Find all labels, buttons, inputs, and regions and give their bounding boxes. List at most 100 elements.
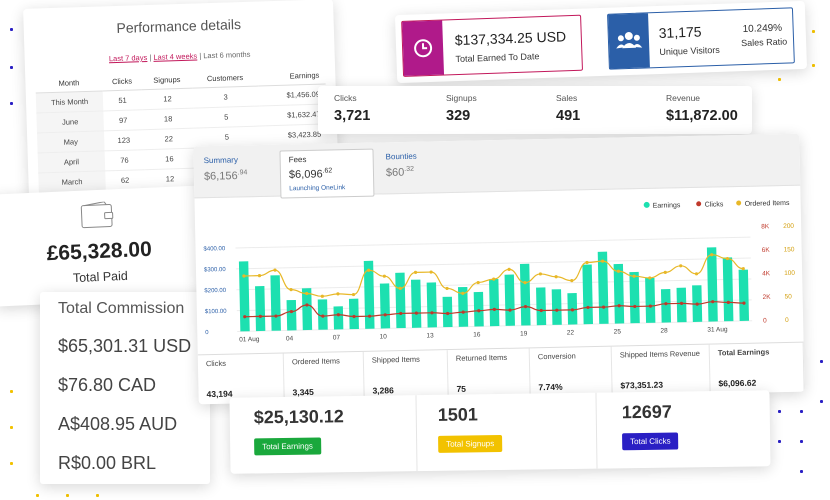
earnings-bar bbox=[706, 247, 718, 322]
total-earned-card: $137,334.25 USD Total Earned To Date 31,… bbox=[394, 0, 808, 84]
clicks-point bbox=[305, 303, 309, 307]
ordered-items-point bbox=[305, 291, 309, 296]
decorative-dot bbox=[820, 400, 823, 403]
ordered-items-point bbox=[507, 267, 511, 271]
ordered-items-point bbox=[741, 267, 745, 271]
tab-summary[interactable]: Summary $6,156.94 bbox=[203, 155, 248, 182]
earnings-bar bbox=[613, 263, 625, 324]
x-tick-label: 13 bbox=[426, 332, 434, 339]
clicks-point bbox=[726, 300, 730, 305]
decorative-dot bbox=[96, 494, 99, 497]
launching-onelink-link[interactable]: Launching OneLink bbox=[289, 183, 346, 193]
clicks-point bbox=[539, 308, 543, 313]
earnings-bar bbox=[489, 279, 500, 327]
table-cell: 51 bbox=[102, 89, 143, 111]
stat-label: Revenue bbox=[666, 93, 701, 103]
ordered-items-point bbox=[320, 294, 324, 298]
link-separator: | bbox=[149, 52, 152, 62]
earnings-bar bbox=[504, 274, 515, 326]
y-right-tick-label: 50 bbox=[785, 293, 793, 300]
clock-icon-box bbox=[402, 20, 445, 76]
clicks-point bbox=[555, 308, 559, 312]
earnings-bar bbox=[536, 287, 547, 326]
table-cell: This Month bbox=[35, 90, 104, 114]
gridline bbox=[235, 236, 751, 249]
clicks-point bbox=[258, 314, 262, 318]
link-separator: | bbox=[199, 51, 202, 61]
earnings-bar bbox=[597, 251, 609, 324]
commission-cad: $76.80 CAD bbox=[58, 375, 157, 395]
earnings-bar bbox=[645, 277, 656, 323]
stat-signups: Signups 329 bbox=[446, 93, 477, 124]
clicks-point bbox=[477, 309, 481, 313]
clicks-point bbox=[648, 304, 652, 308]
decorative-dot bbox=[800, 470, 803, 473]
ordered-items-point bbox=[554, 275, 558, 279]
clicks-point bbox=[446, 311, 450, 316]
metric-value: $6,096.62 bbox=[718, 377, 757, 389]
stat-value: $11,872.00 bbox=[666, 108, 738, 124]
tab-bounties[interactable]: Bounties $60.32 bbox=[386, 152, 418, 179]
table-cell: $1,632.47 bbox=[258, 103, 327, 127]
decorative-dot bbox=[812, 30, 815, 33]
x-tick-label: 31 Aug bbox=[707, 326, 728, 333]
earnings-bar bbox=[333, 306, 344, 330]
link-last-6-months[interactable]: Last 6 months bbox=[203, 49, 251, 61]
tab-summary-label: Summary bbox=[203, 155, 238, 166]
column-header: Earnings bbox=[257, 66, 326, 87]
fees-cents: .62 bbox=[322, 167, 333, 175]
x-tick-label: 25 bbox=[614, 328, 622, 335]
clicks-point bbox=[274, 314, 278, 318]
clicks-point bbox=[664, 302, 668, 306]
stat-value: 3,721 bbox=[334, 108, 371, 124]
stat-revenue: Revenue $11,872.00 bbox=[666, 93, 738, 124]
performance-title: Performance details bbox=[116, 16, 242, 36]
clicks-point bbox=[508, 308, 512, 312]
period-links: Last 7 days | Last 4 weeks | Last 6 mont… bbox=[25, 47, 335, 66]
legend-label: Clicks bbox=[705, 201, 724, 208]
clicks-point bbox=[633, 304, 637, 309]
legend-marker bbox=[643, 201, 650, 208]
clicks-point bbox=[399, 311, 403, 316]
earnings-bar bbox=[660, 288, 672, 323]
clicks-point bbox=[243, 315, 247, 319]
link-last-7-days[interactable]: Last 7 days bbox=[108, 53, 148, 64]
link-last-4-weeks[interactable]: Last 4 weeks bbox=[153, 51, 198, 62]
earnings-bar bbox=[348, 298, 359, 330]
total-signups-badge: Total Signups bbox=[438, 434, 503, 453]
earnings-chart-card: Summary $6,156.94 Bounties $60.32 Fees $… bbox=[193, 133, 805, 405]
metric-cell: Shipped Items Revenue $73,351.23 bbox=[611, 344, 711, 397]
clicks-point bbox=[336, 313, 340, 317]
wallet-icon bbox=[80, 201, 114, 229]
metric-label: Clicks bbox=[205, 358, 227, 369]
earnings-bar bbox=[426, 282, 437, 328]
y-tick-label: $300.00 bbox=[204, 267, 226, 273]
decorative-dot bbox=[812, 64, 815, 67]
metric-value: 75 bbox=[456, 383, 467, 394]
earnings-bar bbox=[395, 272, 406, 329]
ordered-items-point bbox=[336, 292, 340, 296]
commission-aud: A$408.95 AUD bbox=[58, 414, 178, 434]
total-earnings-value: $25,130.12 bbox=[253, 406, 344, 428]
ordered-items-point bbox=[257, 274, 262, 278]
ordered-items-point bbox=[538, 272, 543, 276]
ordered-items-point bbox=[413, 270, 418, 274]
ordered-items-point bbox=[725, 256, 730, 261]
total-signups-block: 1501 Total Signups bbox=[438, 404, 503, 453]
fees-whole: $6,096 bbox=[288, 168, 323, 182]
tab-summary-cents: .94 bbox=[237, 169, 248, 177]
stat-label: Sales bbox=[556, 93, 578, 103]
tab-bounties-cents: .32 bbox=[404, 165, 415, 173]
clicks-point bbox=[414, 311, 418, 315]
ordered-items-point bbox=[445, 286, 449, 291]
earnings-bar bbox=[286, 299, 297, 331]
commission-brl: R$0.00 BRL bbox=[58, 453, 157, 473]
metric-label: Shipped Items bbox=[371, 354, 420, 365]
total-clicks-badge: Total Clicks bbox=[622, 432, 679, 451]
ordered-items-point bbox=[492, 277, 496, 281]
fees-label: Fees bbox=[288, 155, 307, 165]
y-right-tick-label: 150 bbox=[784, 246, 795, 253]
earnings-bar bbox=[551, 289, 562, 325]
clicks-point bbox=[617, 304, 621, 308]
x-tick-label: 01 Aug bbox=[239, 336, 260, 343]
